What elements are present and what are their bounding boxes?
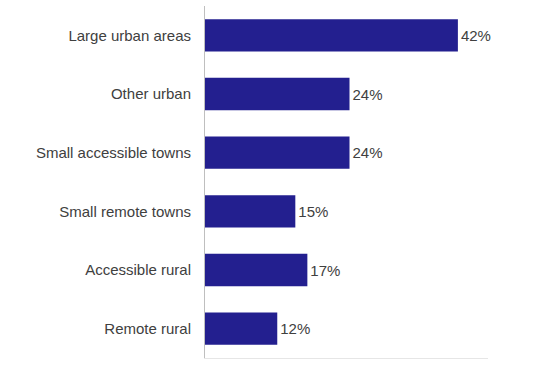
svg-text:12%: 12% [280,320,310,337]
svg-text:Accessible rural: Accessible rural [85,261,191,278]
svg-text:Small remote towns: Small remote towns [59,203,191,220]
svg-text:Large urban areas: Large urban areas [68,27,191,44]
svg-text:42%: 42% [461,27,491,44]
svg-text:Small accessible towns: Small accessible towns [36,144,191,161]
svg-text:24%: 24% [353,144,383,161]
svg-text:Remote rural: Remote rural [104,320,191,337]
svg-text:15%: 15% [298,203,328,220]
svg-text:24%: 24% [353,86,383,103]
svg-text:17%: 17% [310,262,340,279]
svg-text:Other urban: Other urban [111,85,191,102]
